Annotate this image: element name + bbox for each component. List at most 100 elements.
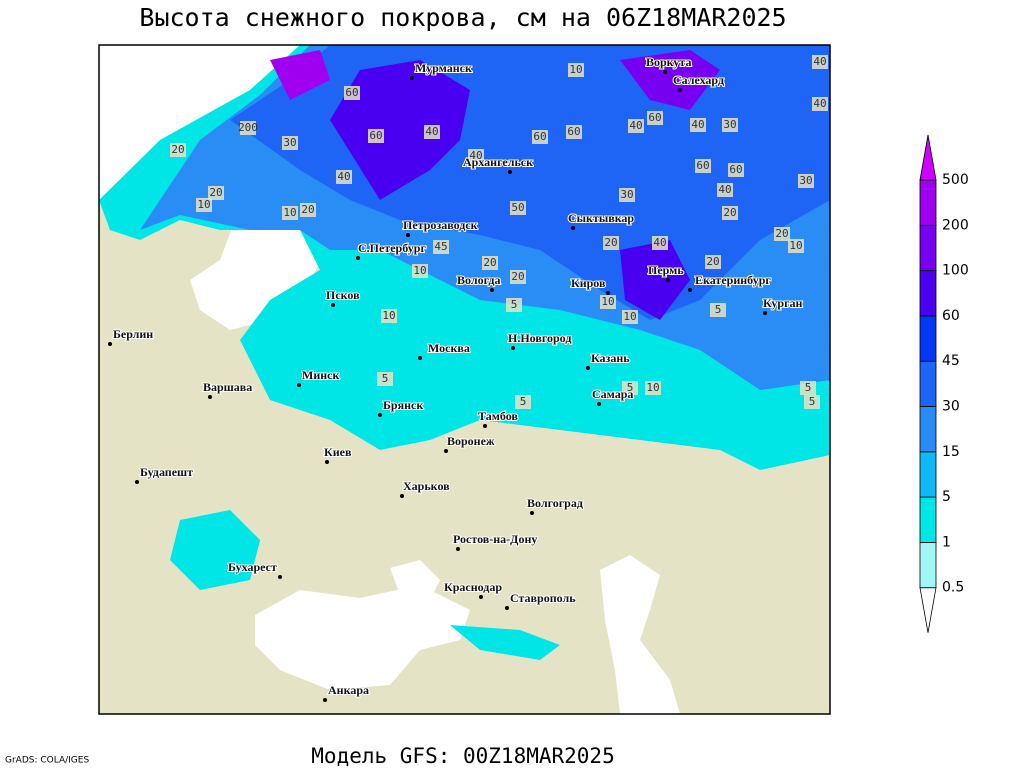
contour-label-box bbox=[368, 129, 384, 143]
contour-label-box bbox=[619, 188, 635, 202]
city-dot bbox=[530, 511, 534, 515]
city-dot bbox=[678, 88, 682, 92]
legend-band bbox=[919, 315, 937, 362]
city-label: Салехард bbox=[673, 73, 724, 87]
contour-label-box bbox=[433, 240, 449, 254]
city-dot bbox=[378, 413, 382, 417]
legend-band bbox=[919, 496, 937, 543]
legend-label: 200 bbox=[942, 217, 969, 233]
contour-label: 40 bbox=[629, 119, 642, 132]
city-label: Киев bbox=[324, 445, 352, 459]
contour-label: 10 bbox=[569, 63, 582, 76]
contour-label-box bbox=[722, 118, 738, 132]
contour-labels: 40 40 10 60 200 20 30 40 60 60 60 40 60 30 40 60 60 30 40 4… bbox=[170, 55, 828, 409]
contour-label: 10 bbox=[197, 198, 210, 211]
contour-label: 30 bbox=[620, 188, 633, 201]
contour-label: 60 bbox=[696, 159, 709, 172]
contour-label-box bbox=[788, 239, 804, 253]
contour-label: 20 bbox=[604, 236, 617, 249]
contour-label-box bbox=[424, 125, 440, 139]
contour-label-box bbox=[804, 395, 820, 409]
city-dot bbox=[406, 233, 410, 237]
contour-label-box bbox=[568, 63, 584, 77]
title: Высота снежного покрова, см на 06Z18MAR2… bbox=[139, 3, 786, 32]
contour-label: 20 bbox=[209, 186, 222, 199]
city-dot bbox=[444, 449, 448, 453]
contour-label: 30 bbox=[283, 136, 296, 149]
contour-label-box bbox=[196, 198, 212, 212]
contour-label-box bbox=[812, 55, 828, 69]
contour-label-box bbox=[600, 295, 616, 309]
city-label: Краснодар bbox=[444, 580, 502, 594]
city-label: Воркута bbox=[646, 55, 691, 69]
contour-label-box bbox=[628, 119, 644, 133]
contour-label-box bbox=[282, 136, 298, 150]
contour-label: 10 bbox=[413, 264, 426, 277]
city-dot bbox=[278, 575, 282, 579]
city-label: Пермь bbox=[648, 263, 684, 277]
city-label: Бухарест bbox=[228, 560, 277, 574]
contour-label: 40 bbox=[425, 125, 438, 138]
contour-label-box bbox=[622, 310, 638, 324]
caspian-sea bbox=[600, 555, 680, 714]
contour-label-box bbox=[515, 395, 531, 409]
city-dot bbox=[331, 303, 335, 307]
contour-label: 20 bbox=[483, 256, 496, 269]
city-dot bbox=[108, 342, 112, 346]
city-label: Самара bbox=[592, 387, 633, 401]
legend-high-cap bbox=[919, 134, 937, 181]
city-dot bbox=[483, 424, 487, 428]
city-dot bbox=[208, 395, 212, 399]
contour-label: 60 bbox=[533, 130, 546, 143]
contour-label: 50 bbox=[511, 201, 524, 214]
city-dot bbox=[325, 460, 329, 464]
city-dot bbox=[479, 595, 483, 599]
legend-label: 15 bbox=[942, 444, 960, 460]
city-label: Казань bbox=[591, 351, 630, 365]
legend-band bbox=[919, 179, 937, 226]
contour-label: 10 bbox=[623, 310, 636, 323]
contour-label: 5 bbox=[715, 303, 722, 316]
contour-label-box bbox=[282, 206, 298, 220]
legend-band bbox=[919, 542, 937, 589]
contour-label: 60 bbox=[369, 129, 382, 142]
snow-caucasus bbox=[450, 625, 560, 660]
contour-label: 45 bbox=[434, 240, 447, 253]
city-dot bbox=[400, 494, 404, 498]
city-dot bbox=[763, 311, 767, 315]
legend-band bbox=[919, 360, 937, 407]
contour-label-box bbox=[722, 206, 738, 220]
city-dot bbox=[508, 170, 512, 174]
contour-label: 40 bbox=[813, 97, 826, 110]
city-dot bbox=[688, 288, 692, 292]
contour-label-box bbox=[170, 143, 186, 157]
contour-label-box bbox=[468, 149, 484, 163]
city-dot bbox=[606, 291, 610, 295]
city-label: Мурманск bbox=[415, 61, 472, 75]
contour-label-box bbox=[566, 125, 582, 139]
city-label: Москва bbox=[428, 341, 470, 355]
contour-label: 5 bbox=[382, 372, 389, 385]
city-dot bbox=[663, 70, 667, 74]
legend-label: 100 bbox=[942, 263, 969, 279]
contour-label: 60 bbox=[567, 125, 580, 138]
contour-label: 20 bbox=[171, 143, 184, 156]
norwegian-sea bbox=[99, 45, 300, 200]
city-dot bbox=[597, 402, 601, 406]
contour-label-box bbox=[695, 159, 711, 173]
snow-kola bbox=[330, 60, 470, 200]
contour-label: 10 bbox=[646, 381, 659, 394]
contour-label: 5 bbox=[809, 395, 816, 408]
city-dot bbox=[410, 76, 414, 80]
contour-label-box bbox=[710, 303, 726, 317]
map-frame bbox=[98, 44, 831, 715]
legend-label: 45 bbox=[942, 353, 960, 369]
city-label: Берлин bbox=[113, 327, 153, 341]
city-label: Варшава bbox=[203, 380, 252, 394]
city-dot bbox=[356, 256, 360, 260]
contour-label: 5 bbox=[627, 381, 634, 394]
map: 40 40 10 60 200 20 30 40 60 60 60 40 60 30 40 60 60 30 40 4… bbox=[98, 44, 831, 715]
city-label: Екатеринбург bbox=[695, 273, 771, 287]
